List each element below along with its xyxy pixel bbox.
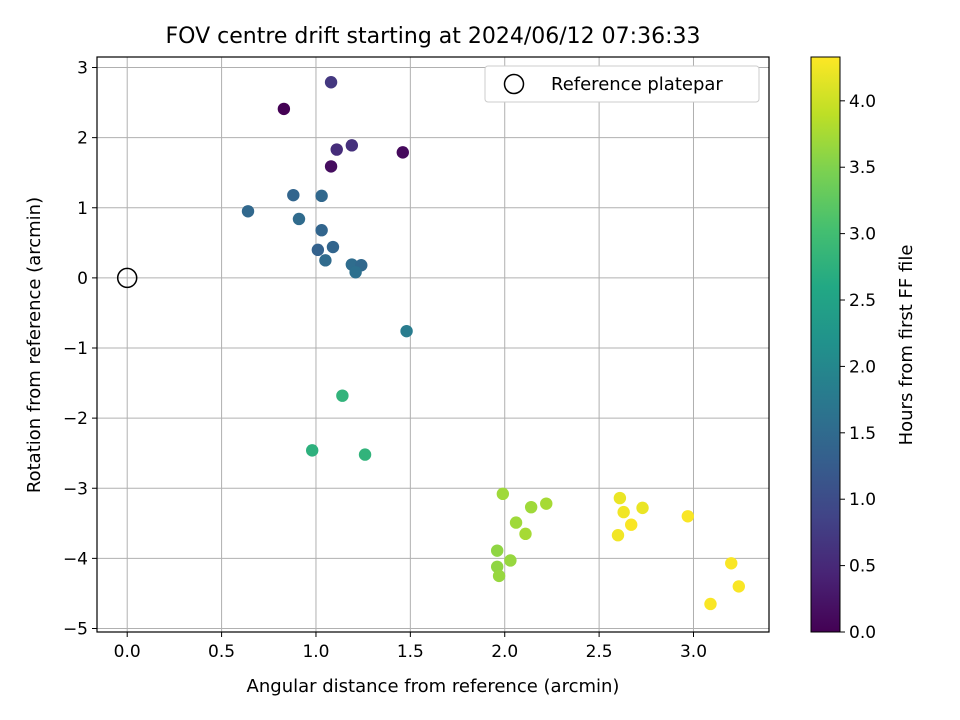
data-point (540, 497, 553, 510)
y-axis-ticks: −5 −4 −3 −2 −1 0 1 2 3 (63, 59, 97, 639)
colorbar-tick-label: 1.5 (849, 424, 876, 444)
x-tick-label: 3.0 (680, 642, 707, 662)
colorbar-gradient (810, 56, 841, 633)
data-point (315, 224, 328, 237)
y-tick-label: −2 (63, 409, 88, 429)
data-point (396, 146, 409, 159)
colorbar-tick-label: 3.5 (849, 158, 876, 178)
reference-platepar-marker (116, 267, 138, 289)
y-tick-label: −5 (63, 619, 88, 639)
x-axis-label: Angular distance from reference (arcmin) (247, 676, 620, 697)
y-tick-label: −3 (63, 479, 88, 499)
data-point (400, 324, 413, 338)
colorbar-tick-label: 0.5 (849, 557, 876, 577)
data-point (292, 212, 306, 226)
data-point (725, 557, 738, 570)
x-tick-label: 0.0 (114, 642, 141, 662)
y-tick-label: 2 (77, 129, 88, 149)
x-tick-label: 1.5 (397, 642, 424, 662)
data-point (315, 189, 328, 203)
data-point (625, 518, 638, 531)
x-tick-label: 2.0 (491, 642, 518, 662)
x-axis-ticks: 0.0 0.5 1.0 1.5 2.0 2.5 3.0 (114, 632, 707, 662)
data-point (636, 501, 649, 515)
reference-marker-layer (116, 267, 138, 289)
legend-marker (503, 73, 525, 95)
data-point (277, 102, 291, 116)
data-point (326, 240, 340, 254)
colorbar: 0.0 0.5 1.0 1.5 2.0 2.5 3.0 3.5 4.0 Hours from f… (810, 56, 917, 643)
data-point (681, 510, 695, 523)
legend-box (484, 65, 760, 103)
data-point (330, 143, 343, 156)
data-point (345, 139, 359, 152)
data-point (358, 448, 372, 461)
data-point (287, 188, 300, 202)
data-point (519, 527, 532, 541)
colorbar-tick-label: 1.0 (849, 490, 876, 510)
colorbar-tick-label: 3.0 (849, 225, 876, 245)
y-axis-label: Rotation from reference (arcmin) (24, 197, 45, 493)
x-tick-label: 1.0 (302, 642, 329, 662)
data-point (524, 500, 538, 514)
plot-frame (96, 56, 770, 633)
y-tick-label: −4 (63, 549, 88, 569)
data-point (509, 516, 523, 529)
colorbar-tick-label: 2.5 (849, 291, 876, 311)
x-tick-label: 2.5 (586, 642, 613, 662)
chart-title: FOV centre drift starting at 2024/06/12 … (166, 24, 701, 49)
data-point (611, 529, 625, 542)
data-point (349, 266, 362, 279)
y-tick-label: −1 (63, 339, 88, 359)
data-point (336, 389, 349, 402)
colorbar-ticks: 0.0 0.5 1.0 1.5 2.0 2.5 3.0 3.5 4.0 (840, 92, 876, 643)
data-point (490, 544, 504, 557)
data-point (504, 554, 517, 567)
data-point (613, 491, 627, 505)
data-point (492, 569, 506, 583)
data-point (311, 243, 325, 257)
data-point (324, 76, 338, 89)
colorbar-tick-label: 0.0 (849, 623, 876, 643)
colorbar-label: Hours from first FF file (896, 245, 917, 446)
grid-lines (97, 57, 769, 632)
data-point (319, 254, 332, 267)
colorbar-tick-label: 2.0 (849, 357, 876, 377)
x-tick-label: 0.5 (208, 642, 235, 662)
legend: Reference platepar (484, 65, 760, 103)
y-tick-label: 3 (77, 59, 88, 79)
y-tick-label: 1 (77, 199, 88, 219)
data-point (617, 505, 630, 519)
data-point (496, 487, 510, 501)
data-points (241, 76, 745, 611)
data-point (305, 444, 319, 457)
colorbar-tick-label: 4.0 (849, 92, 876, 112)
data-point (732, 580, 745, 593)
data-point (324, 160, 338, 173)
data-point (704, 597, 717, 611)
y-tick-label: 0 (77, 269, 88, 289)
data-point (241, 205, 255, 218)
legend-entry-reference-platepar: Reference platepar (551, 74, 723, 95)
